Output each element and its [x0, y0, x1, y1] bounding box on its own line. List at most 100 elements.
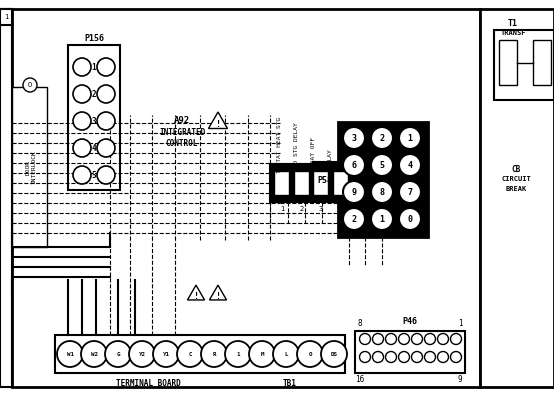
Bar [12, 87, 47, 247]
Bar [55, 335, 345, 373]
Text: TRANSF: TRANSF [500, 30, 526, 36]
Circle shape [398, 352, 409, 363]
Circle shape [97, 58, 115, 76]
Circle shape [371, 181, 393, 203]
Text: TB1: TB1 [283, 378, 297, 387]
Circle shape [360, 333, 371, 344]
Text: C: C [188, 352, 192, 357]
Text: T-STAT HEAT STG: T-STAT HEAT STG [276, 117, 281, 173]
Circle shape [225, 341, 251, 367]
Text: O: O [308, 352, 312, 357]
Text: DS: DS [331, 352, 337, 357]
Text: BREAK: BREAK [505, 186, 527, 192]
Bar [332, 171, 347, 195]
Text: RELAY: RELAY [327, 149, 332, 167]
Text: O: O [28, 82, 32, 88]
Circle shape [105, 341, 131, 367]
Circle shape [321, 341, 347, 367]
Circle shape [97, 139, 115, 157]
Text: Y1: Y1 [162, 352, 170, 357]
Text: 7: 7 [408, 188, 413, 196]
Text: CIRCUIT: CIRCUIT [501, 176, 531, 182]
Text: 6: 6 [351, 160, 357, 169]
Text: A92: A92 [174, 115, 190, 124]
Circle shape [73, 58, 91, 76]
Bar [68, 45, 120, 190]
Text: HEAT OFF: HEAT OFF [310, 137, 315, 167]
Circle shape [23, 78, 37, 92]
Text: !: ! [193, 292, 198, 301]
Circle shape [399, 154, 421, 176]
Text: CB: CB [511, 164, 521, 173]
Text: W1: W1 [66, 352, 74, 357]
Circle shape [386, 333, 397, 344]
Circle shape [343, 154, 365, 176]
Text: 3: 3 [351, 134, 357, 143]
Circle shape [371, 208, 393, 230]
Text: 2: 2 [92, 90, 96, 98]
Circle shape [412, 352, 423, 363]
Bar [270, 164, 352, 202]
Circle shape [73, 85, 91, 103]
Circle shape [97, 85, 115, 103]
Circle shape [399, 181, 421, 203]
Circle shape [297, 341, 323, 367]
Text: 4: 4 [338, 206, 342, 212]
Text: 1: 1 [92, 62, 96, 71]
Circle shape [73, 112, 91, 130]
Circle shape [371, 127, 393, 149]
Text: 2ND STG DELAY: 2ND STG DELAY [294, 122, 299, 171]
Circle shape [372, 352, 383, 363]
Text: 5: 5 [379, 160, 384, 169]
Text: 1: 1 [408, 134, 413, 143]
Text: P58: P58 [317, 175, 332, 184]
Circle shape [153, 341, 179, 367]
Text: 5: 5 [92, 171, 96, 179]
Text: 8: 8 [379, 188, 384, 196]
Text: 2: 2 [299, 206, 304, 212]
Text: 3: 3 [92, 117, 96, 126]
Text: M: M [260, 352, 264, 357]
Text: T1: T1 [508, 19, 518, 28]
Circle shape [399, 208, 421, 230]
Circle shape [450, 352, 461, 363]
Circle shape [343, 127, 365, 149]
Text: TERMINAL BOARD: TERMINAL BOARD [116, 378, 181, 387]
Bar [355, 331, 465, 373]
Text: 4: 4 [92, 143, 96, 152]
Text: 1: 1 [236, 352, 240, 357]
Circle shape [399, 127, 421, 149]
Circle shape [249, 341, 275, 367]
Circle shape [438, 352, 449, 363]
Bar [499, 40, 517, 85]
Bar [533, 40, 551, 85]
Bar [480, 9, 554, 387]
Text: P46: P46 [403, 316, 418, 325]
Bar [294, 171, 309, 195]
Circle shape [424, 333, 435, 344]
Text: 2: 2 [351, 214, 357, 224]
Circle shape [386, 352, 397, 363]
Text: 1: 1 [458, 320, 462, 329]
Circle shape [398, 333, 409, 344]
Circle shape [360, 352, 371, 363]
Bar [494, 30, 554, 100]
Circle shape [57, 341, 83, 367]
Text: 8: 8 [358, 320, 362, 329]
Circle shape [201, 341, 227, 367]
Circle shape [97, 166, 115, 184]
Text: 1: 1 [280, 206, 284, 212]
Text: CONTROL: CONTROL [166, 139, 198, 147]
Bar [0, 9, 12, 25]
Text: W2: W2 [90, 352, 98, 357]
Circle shape [372, 333, 383, 344]
Bar [313, 171, 328, 195]
Text: 16: 16 [355, 376, 365, 384]
Circle shape [73, 139, 91, 157]
Text: 9: 9 [351, 188, 357, 196]
Text: 1: 1 [4, 14, 8, 20]
Bar [338, 122, 428, 237]
Text: G: G [116, 352, 120, 357]
Text: 0: 0 [408, 214, 413, 224]
Text: 2: 2 [379, 134, 384, 143]
